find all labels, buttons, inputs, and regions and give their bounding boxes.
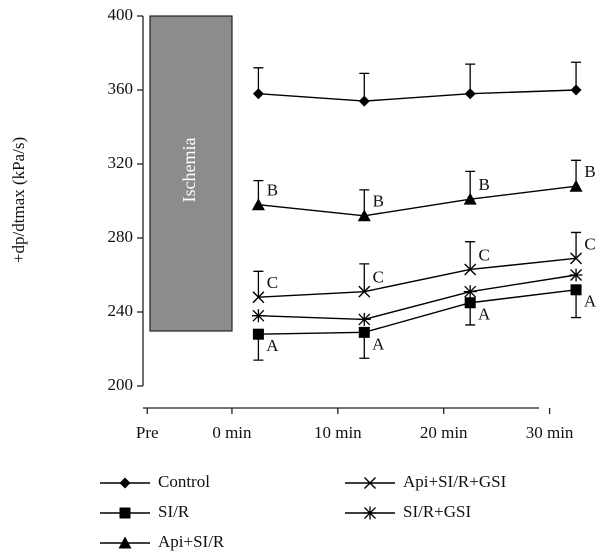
y-tick-label: 320 — [108, 153, 134, 172]
series-line — [258, 274, 577, 321]
point-label: C — [373, 268, 384, 287]
error-bar — [359, 263, 370, 292]
x-tick-label: 30 min — [526, 423, 574, 442]
data-point — [570, 252, 583, 265]
legend-label: SI/R+GSI — [403, 502, 471, 521]
data-point — [463, 192, 477, 205]
data-point — [463, 285, 477, 299]
series-line — [258, 289, 577, 335]
point-label: A — [266, 336, 279, 355]
point-label: B — [373, 192, 384, 211]
data-point — [251, 309, 265, 323]
x-tick-label: 10 min — [314, 423, 362, 442]
legend-label: Control — [158, 472, 210, 491]
error-bar — [253, 270, 264, 298]
y-tick-label: 280 — [108, 227, 134, 246]
data-point — [358, 95, 370, 107]
legend-marker — [119, 477, 131, 489]
error-bar — [571, 231, 582, 259]
series-line — [258, 89, 577, 102]
legend-marker — [119, 507, 131, 519]
point-label: A — [584, 292, 597, 311]
legend-label: SI/R — [158, 502, 190, 521]
data-point — [570, 84, 582, 96]
y-tick-label: 360 — [108, 79, 134, 98]
data-point — [252, 88, 264, 100]
legend-marker — [364, 477, 376, 489]
series-line — [258, 185, 577, 217]
y-tick-label: 240 — [108, 301, 134, 320]
data-point — [252, 328, 264, 340]
data-point — [358, 285, 371, 298]
point-label: B — [479, 175, 490, 194]
legend-marker — [363, 506, 377, 520]
ischemia-box — [149, 15, 233, 332]
data-point — [252, 291, 265, 304]
data-point — [357, 209, 371, 222]
data-point — [569, 268, 583, 282]
point-label: C — [267, 273, 278, 292]
point-label: A — [478, 305, 491, 324]
data-point — [464, 88, 476, 100]
data-point — [464, 297, 476, 309]
x-tick-label: Pre — [136, 423, 159, 442]
legend-marker — [118, 536, 132, 549]
error-bar — [465, 241, 476, 270]
ischemia-label: Ischemia — [179, 138, 199, 203]
point-label: A — [372, 334, 385, 353]
point-label: C — [584, 234, 595, 253]
point-label: B — [267, 181, 278, 200]
data-point — [569, 179, 583, 192]
data-point — [357, 312, 371, 326]
y-tick-label: 200 — [108, 375, 134, 394]
legend-label: Api+SI/R+GSI — [403, 472, 507, 491]
x-tick-label: 0 min — [212, 423, 252, 442]
data-point — [358, 326, 370, 338]
point-label: B — [584, 162, 595, 181]
data-point — [251, 198, 265, 211]
y-axis-label: +dp/dtmax (kPa/s) — [9, 137, 28, 263]
data-point — [570, 284, 582, 296]
y-tick-label: 400 — [108, 5, 134, 24]
point-label: C — [479, 245, 490, 264]
x-tick-label: 20 min — [420, 423, 468, 442]
legend-label: Api+SI/R — [158, 532, 225, 551]
data-point — [464, 263, 477, 276]
series-line — [258, 257, 577, 298]
